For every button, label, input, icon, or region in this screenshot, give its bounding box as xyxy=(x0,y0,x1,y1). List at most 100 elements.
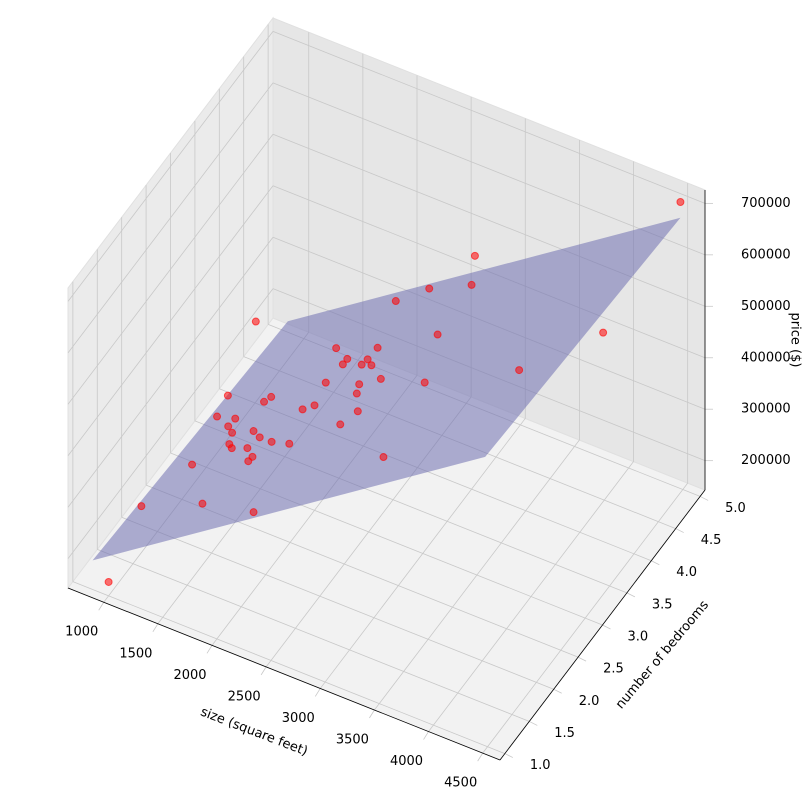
grid-line xyxy=(67,31,274,302)
y-tick-label: 5.0 xyxy=(725,501,746,516)
data-point xyxy=(243,444,252,453)
data-point xyxy=(224,422,233,431)
grid-line xyxy=(67,82,274,354)
data-point xyxy=(255,433,264,442)
axis-line xyxy=(67,587,501,761)
grid-line xyxy=(67,185,274,456)
data-point xyxy=(355,380,364,389)
data-point xyxy=(213,412,222,421)
data-point xyxy=(267,437,276,446)
z-tick-label: 600000 xyxy=(741,247,791,262)
x-tick-label: 4000 xyxy=(390,754,423,769)
data-point xyxy=(357,360,366,369)
data-point xyxy=(470,251,479,260)
grid-line xyxy=(272,31,706,204)
data-point xyxy=(321,378,330,387)
x-tick-label: 2000 xyxy=(173,668,206,683)
data-point xyxy=(420,378,429,387)
tick-mark xyxy=(423,731,429,740)
data-point xyxy=(332,344,341,353)
data-point xyxy=(231,414,240,423)
grid-line xyxy=(72,581,506,754)
z-tick-label: 200000 xyxy=(741,453,791,468)
y-tick-label: 1.5 xyxy=(554,726,575,741)
data-point xyxy=(515,366,524,375)
x-tick-label: 1500 xyxy=(119,646,152,661)
data-point xyxy=(251,317,260,326)
data-point xyxy=(336,420,345,429)
y-tick-label: 2.5 xyxy=(603,662,624,677)
tick-mark xyxy=(152,623,159,632)
data-point xyxy=(676,198,685,207)
x-tick-label: 4500 xyxy=(444,776,477,790)
tick-mark xyxy=(699,496,709,501)
y-tick-label: 4.5 xyxy=(701,533,722,548)
tick-mark xyxy=(260,666,267,676)
grid-line xyxy=(272,133,706,307)
z-axis-label: price ($) xyxy=(788,313,803,368)
tick-mark xyxy=(626,592,636,598)
data-point xyxy=(249,508,258,517)
data-point xyxy=(104,577,113,586)
data-point xyxy=(373,343,382,352)
tick-mark xyxy=(602,624,611,630)
data-point xyxy=(310,401,319,410)
grid-line xyxy=(272,82,706,256)
y-axis-label: number of bedrooms xyxy=(613,598,712,712)
data-point xyxy=(260,397,269,406)
data-point xyxy=(249,427,258,436)
data-point xyxy=(137,502,146,511)
data-point xyxy=(425,284,434,293)
data-point xyxy=(379,453,388,462)
tick-mark xyxy=(477,752,484,762)
z-tick-label: 700000 xyxy=(741,196,791,211)
tick-mark xyxy=(314,688,321,697)
data-point xyxy=(188,460,197,469)
tick-mark xyxy=(206,645,213,654)
y-tick-label: 3.0 xyxy=(628,630,649,645)
data-point xyxy=(298,405,307,414)
data-point xyxy=(244,457,253,466)
z-tick-label: 400000 xyxy=(741,350,791,365)
data-point xyxy=(391,297,400,306)
tick-mark xyxy=(675,528,684,533)
data-point xyxy=(198,499,207,508)
y-tick-label: 3.5 xyxy=(652,597,673,612)
data-point xyxy=(343,354,352,363)
z-tick-label: 500000 xyxy=(741,299,791,314)
grid-line xyxy=(97,549,530,722)
tick-mark xyxy=(553,688,562,694)
tick-mark xyxy=(529,721,538,726)
x-tick-label: 1000 xyxy=(65,625,98,640)
x-tick-label: 3500 xyxy=(336,732,369,747)
x-tick-label: 2500 xyxy=(228,689,261,704)
data-point xyxy=(338,360,347,369)
data-point xyxy=(363,355,372,364)
tick-mark xyxy=(577,656,587,662)
tick-mark xyxy=(504,753,514,758)
data-point xyxy=(225,440,234,449)
grid-line xyxy=(121,516,554,690)
data-point xyxy=(352,389,361,398)
x-tick-label: 3000 xyxy=(282,711,315,726)
y-tick-label: 4.0 xyxy=(676,565,697,580)
data-point xyxy=(285,439,294,448)
grid-line xyxy=(67,134,274,405)
tick-mark xyxy=(98,602,105,611)
grid-line xyxy=(67,288,274,559)
data-point xyxy=(599,328,608,337)
y-tick-label: 2.0 xyxy=(579,694,600,709)
tick-mark xyxy=(369,709,375,719)
data-point xyxy=(467,280,476,289)
data-point xyxy=(376,374,385,383)
tick-mark xyxy=(651,560,660,566)
axis-line xyxy=(499,489,706,761)
data-point xyxy=(367,361,376,370)
regression-plane xyxy=(92,217,681,561)
data-point xyxy=(433,330,442,339)
y-tick-label: 1.0 xyxy=(530,758,551,773)
data-point xyxy=(223,391,232,400)
data-point xyxy=(267,392,276,401)
data-point xyxy=(353,407,362,416)
